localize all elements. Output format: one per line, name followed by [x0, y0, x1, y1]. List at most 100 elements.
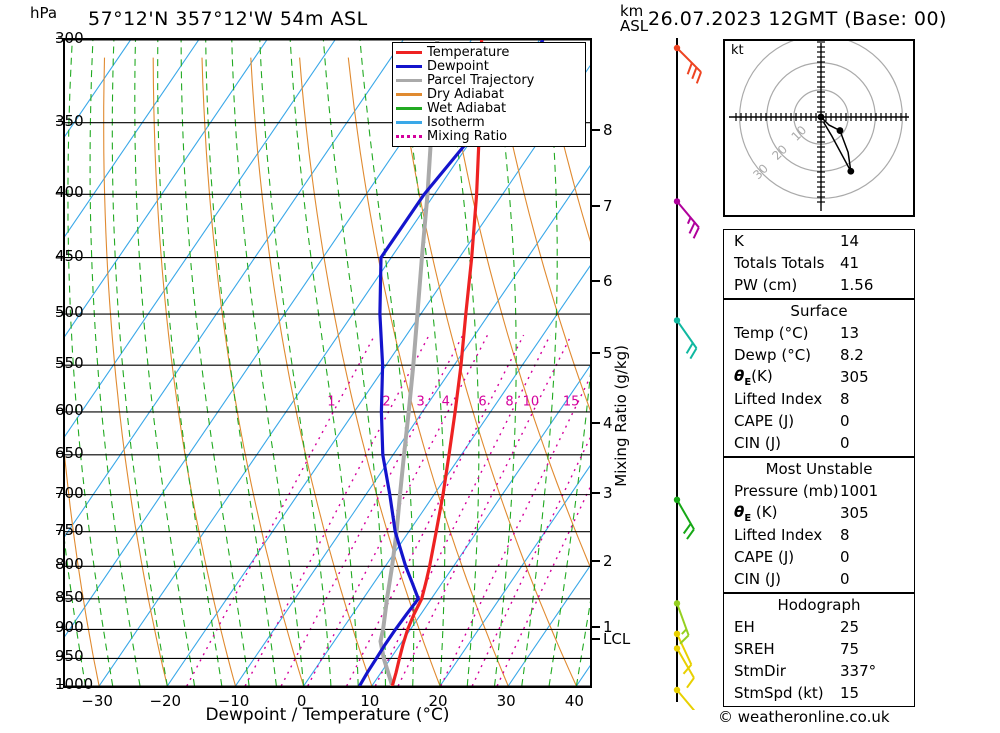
pressure-tick-mark	[56, 529, 63, 531]
legend-swatch	[396, 64, 422, 68]
hodograph-ring-label-10: 10	[789, 123, 810, 144]
pressure-tick-mark	[56, 192, 63, 194]
pressure-tick-mark	[56, 627, 63, 629]
panel-row-key: K	[734, 232, 744, 250]
panel-row-value: 0	[840, 412, 850, 430]
copyright-notice: © weatheronline.co.uk	[718, 708, 890, 726]
panel-row-value: 1001	[840, 482, 879, 500]
panel-row-key: Pressure (mb)	[734, 482, 839, 500]
panel-row-value: 1.56	[840, 276, 874, 294]
legend-item-parcel-trajectory: Parcel Trajectory	[396, 73, 582, 87]
x-axis-title: Dewpoint / Temperature (°C)	[205, 705, 450, 725]
panel-row-key: θE(K)	[734, 366, 773, 388]
panel-row: SREH 75	[724, 638, 914, 660]
temperature-tick-40: 40	[564, 692, 584, 710]
lcl-tick-mark	[592, 638, 600, 641]
height-tick-8km: 8	[603, 120, 613, 139]
panel-row-value: 75	[840, 640, 860, 658]
lcl-label: LCL	[603, 630, 631, 649]
legend-label: Wet Adiabat	[427, 100, 507, 116]
mixing-ratio-label-4: 4	[441, 394, 450, 410]
panel-row-key: EH	[734, 618, 755, 636]
height-tick-mark	[592, 491, 600, 494]
panel-row-value: 0	[840, 434, 850, 452]
temperature-tick--20: −20	[149, 692, 182, 710]
panel-row-key: Dewp (°C)	[734, 346, 812, 364]
panel-row-value: 0	[840, 570, 850, 588]
pressure-tick-mark	[56, 492, 63, 494]
temperature-tick-0: 0	[296, 692, 307, 710]
mixing-ratio-label-8: 8	[505, 394, 514, 410]
mixing-ratio-axis-title: Mixing Ratio (g/kg)	[612, 345, 630, 487]
panel-row-value: 8	[840, 390, 850, 408]
height-tick-3km: 3	[603, 483, 613, 502]
legend: Temperature Dewpoint Parcel Trajectory Dry …	[392, 42, 586, 147]
height-tick-mark	[592, 352, 600, 355]
mixing-ratio-label-1: 1	[327, 394, 336, 410]
legend-label: Parcel Trajectory	[427, 72, 535, 88]
pressure-tick-mark	[56, 684, 63, 685]
panel-row-key: Temp (°C)	[734, 324, 809, 342]
panel-row-key: CIN (J)	[734, 434, 782, 452]
legend-item-wet-adiabat: Wet Adiabat	[396, 101, 582, 115]
parcel-trajectory-curve	[378, 40, 440, 686]
hodograph-plot[interactable]: kt 10 20 30	[723, 31, 915, 217]
height-unit-km: km	[620, 2, 644, 20]
mixing-ratio-lines	[186, 334, 590, 686]
panel-row-key: StmDir	[734, 662, 786, 680]
panel-row: Totals Totals 41	[724, 252, 914, 274]
pressure-tick-mark	[56, 409, 63, 411]
panel-row-key: Totals Totals	[734, 254, 825, 272]
temperature-tick--30: −30	[81, 692, 113, 710]
pressure-tick-mark	[56, 452, 63, 454]
pressure-tick-mark	[56, 120, 63, 122]
height-tick-2km: 2	[603, 551, 613, 570]
panel-row-key: CAPE (J)	[734, 412, 795, 430]
stability-indices-panel: K 14 Totals Totals 41 PW (cm) 1.56	[723, 229, 915, 299]
mixing-ratio-label-10: 10	[522, 394, 540, 410]
legend-label: Dewpoint	[427, 58, 489, 74]
panel-title: Most Unstable	[765, 460, 873, 478]
panel-row-key: Lifted Index	[734, 390, 823, 408]
panel-row-value: 305	[840, 504, 869, 522]
surface-parcel-panel: Surface Temp (°C) 13 Dewp (°C) 8.2 θE(K) 305 Li…	[723, 299, 915, 457]
panel-row: CAPE (J) 0	[724, 546, 914, 568]
wind-barb-canvas	[673, 38, 702, 728]
panel-row-key: θE (K)	[734, 502, 778, 524]
panel-row-key: StmSpd (kt)	[734, 684, 824, 702]
panel-row-value: 14	[840, 232, 860, 250]
panel-row-value: 13	[840, 324, 860, 342]
panel-row: K 14	[724, 230, 914, 252]
panel-row: Pressure (mb) 1001	[724, 480, 914, 502]
legend-swatch	[396, 120, 422, 124]
temperature-curve	[390, 40, 484, 686]
panel-row-value: 0	[840, 548, 850, 566]
panel-row: Dewp (°C) 8.2	[724, 344, 914, 366]
panel-row-value: 8.2	[840, 346, 864, 364]
mixing-ratio-label-15: 15	[562, 394, 580, 410]
height-tick-7km: 7	[603, 196, 613, 215]
panel-row-value: 8	[840, 526, 850, 544]
panel-row: PW (cm) 1.56	[724, 274, 914, 296]
panel-row-value: 25	[840, 618, 860, 636]
height-tick-4km: 4	[603, 414, 613, 433]
height-tick-mark	[592, 626, 600, 629]
panel-row: CIN (J) 0	[724, 568, 914, 590]
legend-item-mixing-ratio: Mixing Ratio	[396, 129, 582, 143]
panel-row-key: CIN (J)	[734, 570, 782, 588]
panel-row: θE(K) 305	[724, 366, 914, 388]
panel-row-value: 41	[840, 254, 860, 272]
panel-row-key: SREH	[734, 640, 775, 658]
panel-row: StmDir 337°	[724, 660, 914, 682]
panel-row: EH 25	[724, 616, 914, 638]
panel-row: StmSpd (kt) 15	[724, 682, 914, 704]
legend-swatch	[396, 92, 422, 96]
legend-item-dewpoint: Dewpoint	[396, 59, 582, 73]
pressure-tick-mark	[56, 255, 63, 257]
panel-row-value: 15	[840, 684, 860, 702]
legend-swatch	[396, 134, 422, 138]
legend-label: Dry Adiabat	[427, 86, 504, 102]
height-tick-mark	[592, 128, 600, 131]
legend-label: Mixing Ratio	[427, 128, 508, 144]
